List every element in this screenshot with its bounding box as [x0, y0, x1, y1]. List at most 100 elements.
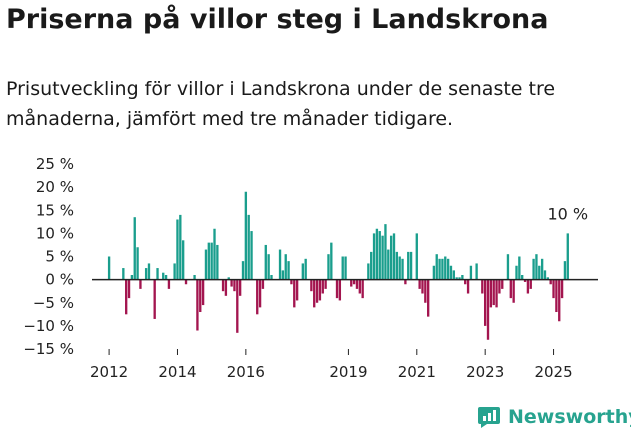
bar: [247, 214, 250, 280]
bar: [136, 247, 139, 280]
y-tick-label: 25 %: [36, 155, 74, 173]
y-tick-label: −10 %: [23, 317, 74, 335]
bar: [241, 261, 245, 280]
bar: [452, 270, 455, 280]
bar: [375, 228, 379, 280]
bar: [304, 258, 307, 280]
x-axis-ticks: 2012 2014 2016 2019 2021 2023 2025: [90, 349, 573, 381]
last-value-annotation: 10 %: [547, 204, 588, 223]
brand-name: Newsworthy: [508, 406, 631, 428]
bar: [341, 256, 344, 280]
bar: [509, 279, 512, 299]
x-tick-label: 2014: [158, 363, 196, 381]
bar: [327, 254, 330, 280]
bar: [147, 263, 151, 280]
bar: [244, 191, 248, 280]
bar: [492, 279, 495, 306]
bar: [301, 263, 304, 280]
bar: [441, 258, 444, 280]
bar: [287, 261, 290, 280]
bar: [261, 279, 265, 289]
bar: [449, 265, 453, 280]
bar: [167, 279, 171, 289]
bar: [495, 279, 498, 308]
bar: [535, 254, 538, 280]
bar: [481, 279, 484, 294]
y-axis-ticks: 25 % 20 % 15 % 10 % 5 % 0 % −5 % −10 % −15 %: [23, 155, 74, 358]
bar: [498, 279, 501, 294]
x-tick-label: 2025: [534, 363, 572, 381]
bar: [278, 249, 282, 280]
chart-subtitle: Prisutveckling för villor i Landskrona u…: [6, 78, 556, 130]
bar: [233, 279, 236, 292]
bar: [144, 268, 148, 280]
bar: [506, 254, 510, 280]
bar-chart: 25 % 20 % 15 % 10 % 5 % 0 % −5 % −10 % −15 % 201…: [23, 155, 598, 381]
bar: [395, 251, 399, 280]
bar: [350, 279, 353, 287]
bar: [162, 272, 165, 280]
bar: [469, 265, 473, 280]
bar: [236, 279, 239, 333]
bar: [284, 254, 287, 280]
bar: [532, 258, 535, 280]
bar: [501, 279, 504, 289]
bar: [315, 279, 319, 303]
bar: [310, 279, 313, 292]
bar: [227, 277, 230, 280]
y-tick-label: 10 %: [36, 224, 74, 242]
bar: [458, 277, 461, 280]
bar: [543, 270, 547, 280]
y-tick-label: −15 %: [23, 340, 74, 358]
bar: [270, 275, 273, 280]
bar: [378, 231, 381, 280]
bar: [290, 279, 293, 285]
bar: [549, 279, 552, 285]
bar: [196, 279, 199, 331]
x-tick-label: 2021: [398, 363, 436, 381]
bar: [355, 279, 359, 289]
bar: [207, 242, 210, 280]
bar: [344, 256, 347, 280]
newsworthy-logo: Newsworthy: [476, 405, 631, 429]
bar: [193, 275, 196, 280]
bar: [213, 228, 216, 280]
bar: [335, 279, 339, 299]
bar: [352, 279, 356, 285]
bar: [455, 277, 458, 280]
bar: [489, 279, 493, 308]
bar: [184, 279, 188, 285]
bar: [540, 258, 544, 280]
y-tick-label: 0 %: [45, 271, 74, 289]
bar: [523, 279, 527, 282]
bar: [381, 235, 384, 280]
bar: [515, 265, 518, 280]
y-tick-label: 15 %: [36, 201, 74, 219]
bar: [216, 244, 219, 280]
bar: [521, 275, 524, 280]
bar: [210, 242, 213, 280]
bar: [387, 249, 390, 280]
bar: [324, 279, 327, 289]
y-tick-label: 20 %: [36, 178, 74, 196]
bar: [518, 256, 521, 280]
bar: [338, 279, 342, 301]
bar: [125, 279, 128, 315]
bar: [139, 279, 142, 289]
bar: [552, 279, 555, 299]
bar: [330, 242, 333, 280]
bar: [444, 256, 447, 280]
bar: [384, 224, 387, 280]
bar: [392, 233, 396, 280]
bar: [475, 263, 478, 280]
bar: [538, 265, 541, 280]
bar: [367, 263, 370, 280]
bar: [558, 279, 561, 322]
bar: [361, 279, 364, 299]
bar: [415, 233, 418, 280]
bar: [438, 258, 441, 280]
bar: [204, 249, 208, 280]
bar: [250, 231, 253, 280]
y-tick-label: −5 %: [33, 294, 74, 312]
bar: [156, 268, 159, 280]
